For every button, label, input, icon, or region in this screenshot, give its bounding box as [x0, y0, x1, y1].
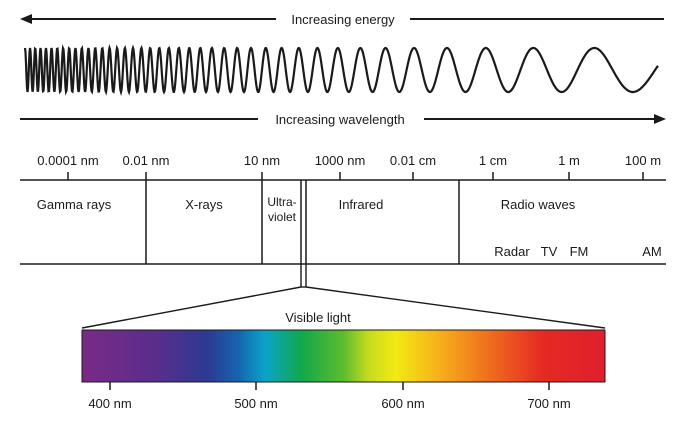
- visible-spectrum-bar: [81, 329, 606, 383]
- radio-subband-tv: TV: [541, 244, 558, 259]
- radio-subband-fm: FM: [570, 244, 589, 259]
- radio-subband-am: AM: [642, 244, 662, 259]
- scale-tick-label: 1 cm: [479, 153, 507, 168]
- band-x-rays: X-rays: [185, 197, 223, 212]
- band-gamma-rays: Gamma rays: [37, 197, 112, 212]
- band-table: [20, 179, 666, 265]
- scale-tick-label: 0.0001 nm: [37, 153, 98, 168]
- band-radio-waves: Radio waves: [501, 197, 576, 212]
- visible-ticks: [109, 382, 550, 390]
- visible-tick-label: 500 nm: [234, 396, 277, 411]
- scale-tick-label: 1 m: [558, 153, 580, 168]
- band-ultraviolet-line1: Ultra-: [267, 195, 296, 209]
- scale-tick-label: 0.01 nm: [123, 153, 170, 168]
- scale-tick-label: 1000 nm: [315, 153, 366, 168]
- visible-band-connector: [81, 264, 606, 329]
- scale-tick-label: 10 nm: [244, 153, 280, 168]
- scale-tick-label: 0.01 cm: [390, 153, 436, 168]
- visible-light-label: Visible light: [285, 310, 351, 325]
- band-ultraviolet-line2: violet: [268, 210, 297, 224]
- energy-arrow: [20, 14, 664, 24]
- visible-tick-label: 400 nm: [88, 396, 131, 411]
- radio-subband-radar: Radar: [494, 244, 530, 259]
- wavelength-label: Increasing wavelength: [275, 112, 404, 127]
- scale-tick-label: 100 m: [625, 153, 661, 168]
- band-infrared: Infrared: [339, 197, 384, 212]
- scale-ticks: [67, 172, 644, 180]
- energy-label: Increasing energy: [291, 12, 395, 27]
- visible-tick-label: 700 nm: [527, 396, 570, 411]
- visible-tick-label: 600 nm: [381, 396, 424, 411]
- wave-illustration: [23, 43, 659, 97]
- wavelength-arrow: [20, 114, 666, 124]
